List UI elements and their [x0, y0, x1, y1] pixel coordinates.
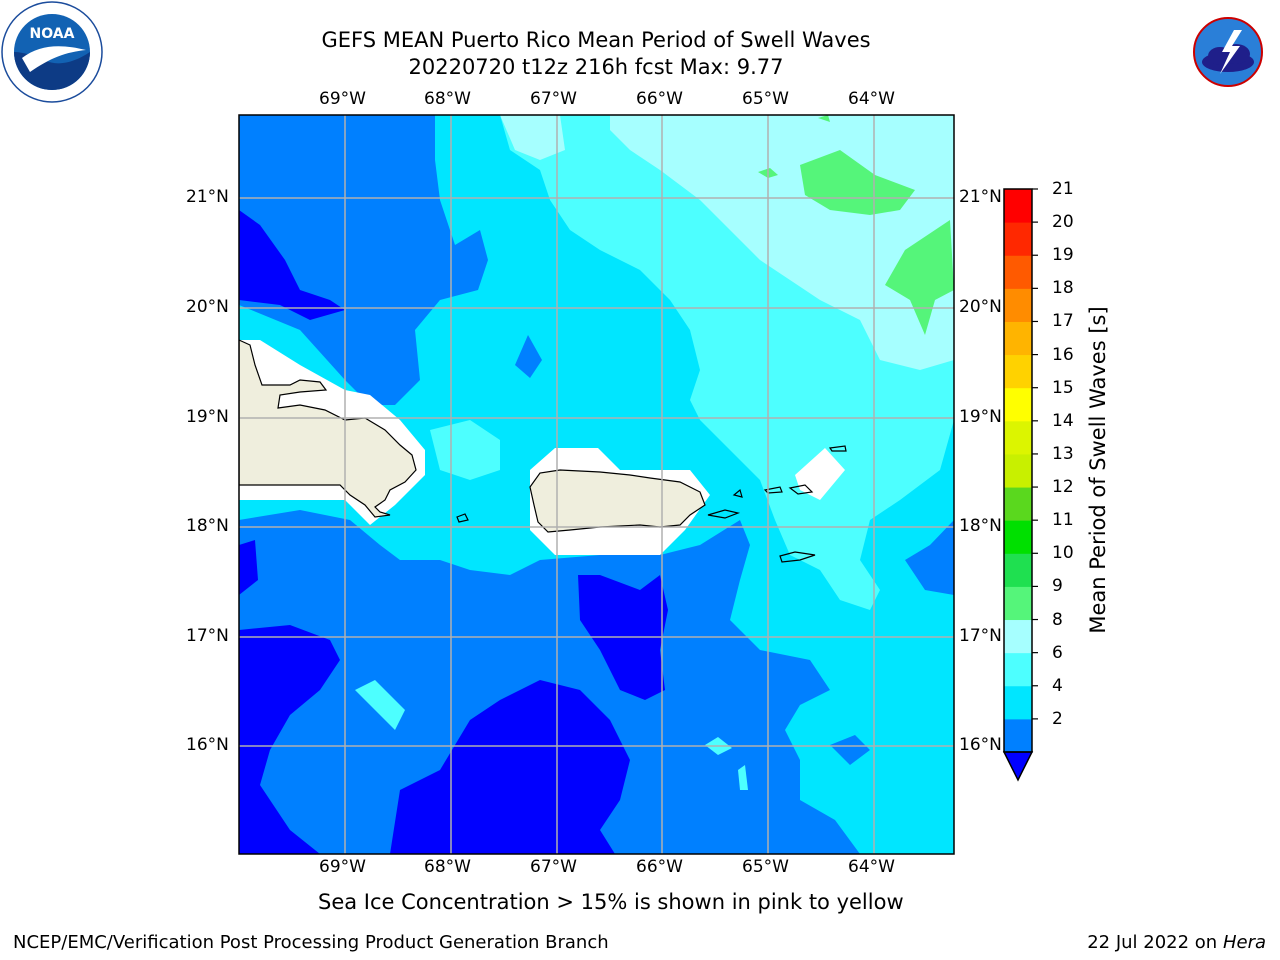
colorbar-tick-label: 9	[1052, 576, 1063, 597]
svg-text:NOAA: NOAA	[30, 26, 75, 42]
land-hispaniola	[239, 339, 417, 518]
map-frame	[238, 114, 955, 855]
lat-left-19: 19°N	[186, 407, 229, 427]
contour-9-10-d	[818, 115, 830, 122]
graticule	[239, 115, 954, 854]
colorbar-level-13-14	[1004, 453, 1032, 488]
colorbar-tick-label: 8	[1052, 609, 1063, 630]
contour-under-2-w	[239, 540, 258, 595]
contour-2-4-north-spot	[515, 335, 542, 378]
lon-top-66: 66°W	[636, 89, 683, 109]
colorbar-level-15-16	[1004, 387, 1032, 422]
noaa-logo-icon: NOAA	[1, 1, 103, 103]
colorbar-tick-label: 20	[1052, 212, 1074, 233]
lat-right-16: 16°N	[959, 735, 1002, 755]
lat-right-19: 19°N	[959, 407, 1002, 427]
colorbar-tick-label: 18	[1052, 278, 1074, 299]
lat-right-17: 17°N	[959, 626, 1002, 646]
colorbar-level-20-21	[1004, 222, 1032, 256]
contour-6-8-west	[430, 420, 500, 480]
contour-under-2-s	[390, 680, 630, 854]
land-isle-2	[707, 509, 741, 519]
lon-bottom-68: 68°W	[424, 857, 471, 877]
land-isle-4	[763, 484, 814, 495]
colorbar-tick-label: 11	[1052, 510, 1074, 531]
lat-left-21: 21°N	[186, 187, 229, 207]
colorbar-tick-label: 16	[1052, 344, 1074, 365]
colorbar-tick-label: 6	[1052, 642, 1063, 663]
lat-left-20: 20°N	[186, 297, 229, 317]
colorbar-under-extension	[1002, 751, 1034, 782]
colorbar-tick-label: 2	[1052, 708, 1063, 729]
land-isle-3	[732, 488, 743, 498]
colorbar-level-4-6	[1004, 685, 1032, 720]
lon-top-69: 69°W	[319, 89, 366, 109]
colorbar-tick-label: 10	[1052, 543, 1074, 564]
lon-bottom-66: 66°W	[636, 857, 683, 877]
colorbar-level-19-20	[1004, 255, 1032, 289]
lat-right-18: 18°N	[959, 516, 1002, 536]
colorbar	[1002, 188, 1038, 782]
contour-under-2-sw	[239, 625, 340, 854]
colorbar-level-10-11	[1004, 553, 1032, 587]
land-isle-1	[456, 513, 469, 523]
colorbar-tick-label: 17	[1052, 311, 1074, 332]
colorbar-level-12-13	[1004, 487, 1032, 521]
lat-left-18: 18°N	[186, 516, 229, 536]
contour-9-10-b	[885, 220, 954, 335]
colorbar-frame	[1003, 188, 1033, 753]
colorbar-tick-label: 15	[1052, 377, 1074, 398]
lon-bottom-65: 65°W	[742, 857, 789, 877]
lat-left-17: 17°N	[186, 626, 229, 646]
contour-fill-layer	[239, 115, 954, 854]
contour-6-8-sw	[355, 680, 405, 730]
colorbar-level-17-18	[1004, 321, 1032, 356]
lat-right-21: 21°N	[959, 187, 1002, 207]
lat-left-16: 16°N	[186, 735, 229, 755]
contour-2-4-west	[239, 115, 488, 405]
colorbar-tick-label: 21	[1052, 179, 1074, 199]
lon-top-65: 65°W	[742, 89, 789, 109]
colorbar-level-6-8	[1004, 652, 1032, 687]
lon-top-68: 68°W	[424, 89, 471, 109]
lat-right-20: 20°N	[959, 297, 1002, 317]
lon-bottom-67: 67°W	[530, 857, 577, 877]
lon-top-67: 67°W	[530, 89, 577, 109]
colorbar-tick-label: 12	[1052, 477, 1074, 498]
contour-2-4-east	[905, 520, 954, 595]
colorbar-tick-label: 14	[1052, 410, 1074, 431]
lon-bottom-69: 69°W	[319, 857, 366, 877]
colorbar-level-18-19	[1004, 288, 1032, 322]
contour-2-4-south	[239, 510, 860, 854]
colorbar-level-11-12	[1004, 520, 1032, 554]
colorbar-level-8-9	[1004, 619, 1032, 654]
sea-ice-caption: Sea Ice Concentration > 15% is shown in …	[318, 890, 904, 914]
colorbar-level-16-17	[1004, 354, 1032, 389]
colorbar-level-21-22	[1004, 189, 1032, 223]
contour-under-2-nw	[239, 210, 345, 320]
nws-logo-icon	[1178, 2, 1278, 102]
footer-producer: NCEP/EMC/Verification Post Processing Pr…	[13, 932, 609, 953]
colorbar-tick-label: 19	[1052, 245, 1074, 266]
contour-8-9-b	[500, 115, 565, 160]
lon-top-64: 64°W	[848, 89, 895, 109]
colorbar-level-2-4	[1004, 718, 1032, 753]
land-isle-6	[828, 445, 847, 452]
land-isle-5	[779, 551, 816, 563]
colorbar-level-14-15	[1004, 420, 1032, 455]
footer-date: 22 Jul 2022 on Hera	[1087, 932, 1266, 953]
colorbar-tick-label: 4	[1052, 675, 1063, 696]
footer-date-text: 22 Jul 2022 on	[1087, 932, 1223, 953]
contour-6-8-se2	[738, 765, 748, 790]
colorbar-level-9-10	[1004, 586, 1032, 621]
colorbar-title: Mean Period of Swell Waves [s]	[1086, 306, 1110, 634]
contour-2-4-east2	[830, 735, 870, 765]
chart-title: GEFS MEAN Puerto Rico Mean Period of Swe…	[321, 28, 871, 52]
footer-host: Hera	[1222, 932, 1266, 953]
lon-bottom-64: 64°W	[848, 857, 895, 877]
chart-subtitle: 20220720 t12z 216h fcst Max: 9.77	[408, 55, 784, 79]
colorbar-tick-label: 13	[1052, 443, 1074, 464]
